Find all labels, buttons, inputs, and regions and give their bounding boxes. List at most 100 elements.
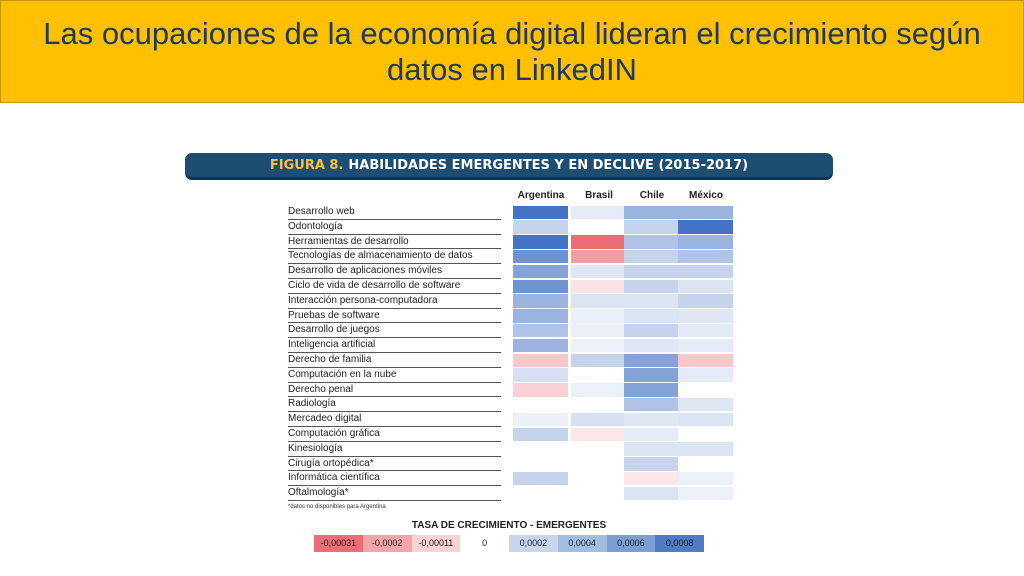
heatmap-cell (678, 368, 733, 382)
row-label: Inteligencia artificial (288, 338, 501, 353)
heatmap-cell (571, 397, 626, 412)
heatmap-cell (624, 323, 679, 338)
legend-swatch: -0,00031 (314, 535, 363, 552)
heatmap-cell (624, 412, 679, 427)
heatmap-cell (571, 279, 626, 294)
legend-swatch: 0,0008 (655, 535, 704, 552)
figure-title: HABILIDADES EMERGENTES Y EN DECLIVE (201… (348, 157, 749, 173)
heatmap-cell (513, 249, 568, 264)
heatmap-cell (678, 442, 733, 456)
row-label: Informática científica (288, 471, 501, 487)
heatmap-cell (513, 368, 568, 382)
heatmap-cell (571, 235, 626, 249)
heatmap-cell (624, 309, 679, 323)
heatmap-cell (624, 279, 679, 294)
heatmap-cell (624, 442, 679, 456)
slide-title-banner: Las ocupaciones de la economía digital l… (0, 0, 1024, 103)
heatmap-cell (624, 205, 679, 220)
heatmap-cell (571, 249, 626, 264)
heatmap-cell (678, 264, 733, 279)
column-header-2: Chile (639, 190, 665, 201)
row-label: Oftalmología* (288, 486, 501, 501)
heatmap-cell (678, 205, 733, 220)
heatmap-cell (513, 323, 568, 338)
row-label: Pruebas de software (288, 309, 501, 324)
heatmap-cell (513, 279, 568, 294)
row-label: Computación gráfica (288, 427, 501, 442)
heatmap-cell (571, 353, 626, 368)
figure-title-bar: FIGURA 8. HABILIDADES EMERGENTES Y EN DE… (185, 153, 833, 180)
heatmap-cell (624, 383, 679, 397)
heatmap-cell (571, 383, 626, 397)
color-legend: -0,00031 -0,0002 -0,00011 0 0,0002 0,0004 0,00… (314, 535, 704, 552)
heatmap-cell (571, 264, 626, 279)
heatmap-cell (678, 471, 733, 486)
heatmap-cell (678, 249, 733, 264)
row-label: Odontología (288, 220, 501, 235)
heatmap-cell (624, 294, 679, 308)
heatmap-cell (513, 309, 568, 323)
heatmap-cell (624, 220, 679, 234)
row-label: Derecho penal (288, 383, 501, 398)
heatmap-cell (571, 442, 626, 456)
heatmap-cell (678, 412, 733, 427)
heatmap-cell (513, 220, 568, 234)
heatmap-cell (624, 486, 679, 501)
heatmap-cell (513, 397, 568, 412)
heatmap-cell (571, 323, 626, 338)
legend-swatch: -0,0002 (362, 535, 412, 552)
heatmap-cell (624, 264, 679, 279)
heatmap-cell (624, 338, 679, 353)
row-label: Radiología (288, 397, 501, 413)
heatmap-cell (624, 368, 679, 382)
heatmap-cell (571, 309, 626, 323)
row-label: Interacción persona-computadora (288, 294, 501, 309)
heatmap-cell (678, 235, 733, 249)
heatmap-cell (624, 249, 679, 264)
row-label: Ciclo de vida de desarrollo de software (288, 279, 501, 294)
heatmap-cell (678, 457, 733, 471)
heatmap-cell (513, 353, 568, 368)
heatmap-cell (678, 427, 733, 442)
row-label: Desarrollo web (288, 205, 501, 220)
row-label: Computación en la nube (288, 368, 501, 383)
figure-label: FIGURA 8. (269, 157, 344, 173)
slide-title: Las ocupaciones de la economía digital l… (43, 15, 981, 87)
heatmap-cell (513, 442, 568, 456)
heatmap-cell (571, 294, 626, 308)
heatmap-cell (571, 368, 626, 382)
heatmap-cell (678, 353, 733, 368)
row-label: Desarrollo de juegos (288, 323, 501, 339)
heatmap-cell (513, 294, 568, 308)
heatmap-cell (678, 309, 733, 323)
row-label: Derecho de familia (288, 353, 501, 368)
heatmap-cell (624, 397, 679, 412)
heatmap-cell (513, 205, 568, 220)
heatmap-cell (513, 471, 568, 486)
heatmap-cell (624, 235, 679, 249)
row-label: Cirugía ortopédica* (288, 457, 501, 472)
heatmap-cell (678, 279, 733, 294)
heatmap-cell (513, 427, 568, 442)
legend-title: TASA DE CRECIMIENTO - EMERGENTES (411, 520, 607, 531)
heatmap-cell (571, 486, 626, 501)
heatmap-cell (678, 397, 733, 412)
row-label: Herramientas de desarrollo (288, 235, 501, 250)
heatmap-cell (513, 338, 568, 353)
heatmap-cell (513, 235, 568, 249)
heatmap-cell (624, 353, 679, 368)
heatmap-cell (571, 205, 626, 220)
row-label: Mercadeo digital (288, 412, 501, 427)
figure-footnote: *datos no disponibles para Argentina (288, 504, 386, 510)
legend-swatch: 0,0004 (557, 535, 607, 552)
column-header-0: Argentina (517, 190, 565, 201)
heatmap-cell (571, 338, 626, 353)
heatmap-cell (678, 338, 733, 353)
heatmap-cell (571, 427, 626, 442)
row-label: Kinesiología (288, 442, 501, 457)
heatmap-cell (678, 486, 733, 501)
heatmap-cell (624, 457, 679, 471)
heatmap-cell (571, 457, 626, 471)
row-label: Desarrollo de aplicaciones móviles (288, 264, 501, 279)
